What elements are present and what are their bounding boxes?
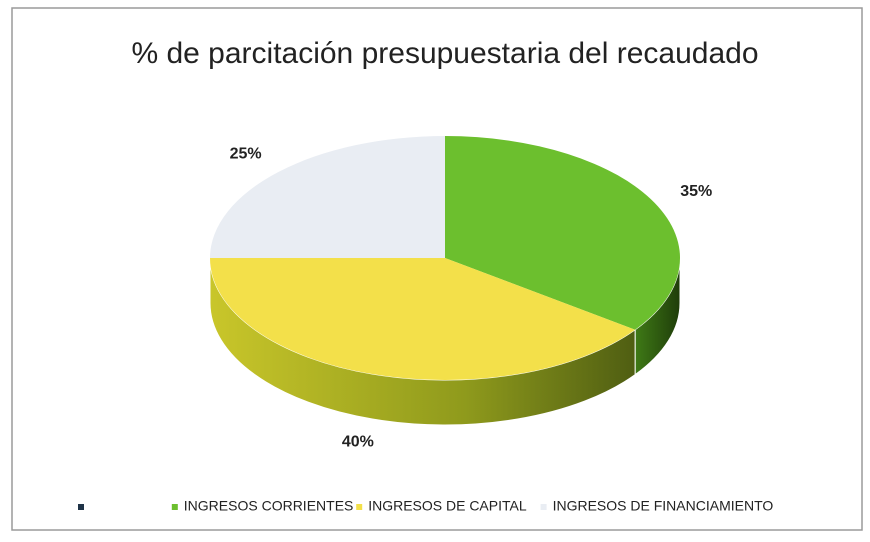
legend-stray-marker bbox=[78, 504, 84, 510]
legend-marker bbox=[356, 504, 363, 510]
slice bbox=[445, 136, 680, 330]
legend: INGRESOS CORRIENTES INGRESOS DE CAPITAL IN… bbox=[171, 498, 774, 514]
plot-area: 35% 40% 25% bbox=[209, 136, 712, 450]
chart-frame bbox=[11, 7, 863, 531]
data-label: 40% bbox=[342, 433, 374, 450]
chart-title: % de parcitación presupuestaria del reca… bbox=[131, 37, 758, 70]
legend-marker bbox=[171, 504, 178, 510]
legend-label: INGRESOS DE CAPITAL bbox=[368, 498, 527, 514]
legend-label: INGRESOS CORRIENTES bbox=[184, 498, 354, 514]
legend-label: INGRESOS DE FINANCIAMIENTO bbox=[553, 498, 774, 514]
slice bbox=[210, 258, 636, 380]
legend-marker bbox=[540, 504, 547, 510]
slice bbox=[210, 136, 445, 258]
data-label: 35% bbox=[680, 183, 712, 200]
data-label: 25% bbox=[230, 146, 262, 163]
